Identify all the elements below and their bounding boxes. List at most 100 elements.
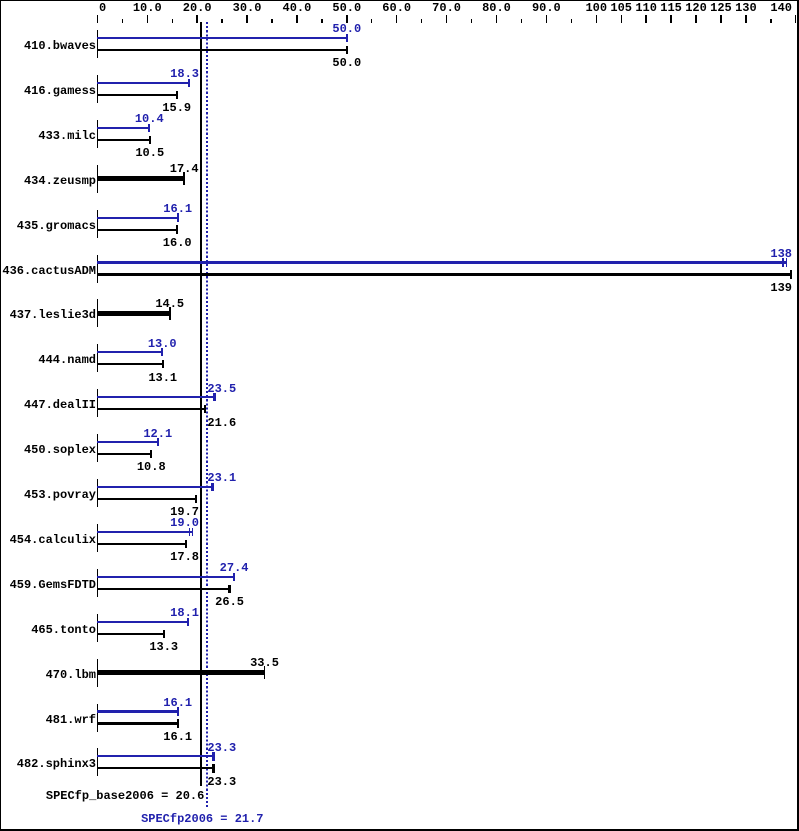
row-baseline-stub [96, 30, 99, 58]
base-value-label: 16.1 [163, 729, 193, 744]
row-baseline-stub [96, 119, 99, 148]
base-bar [96, 632, 164, 635]
peak-value-label: 23.1 [207, 471, 237, 486]
base-bar [96, 767, 214, 770]
peak-bar [96, 36, 347, 40]
base-value-label: 21.6 [207, 415, 237, 430]
axis-major-tick [445, 14, 448, 24]
base-bar-cap [176, 719, 179, 728]
row-baseline-stub [96, 344, 99, 373]
benchmark-label: 481.wrf [45, 712, 96, 727]
base-value-label: 10.8 [136, 460, 166, 475]
base-bar-cap [212, 764, 215, 773]
axis-minor-tick [271, 18, 273, 24]
base-bar [96, 93, 177, 96]
base-bar [96, 48, 347, 52]
benchmark-label: 410.bwaves [23, 39, 96, 53]
axis-major-tick [146, 14, 148, 24]
base-bar-cap [150, 449, 153, 459]
peak-bar-cap [232, 572, 236, 581]
benchmark-label: 465.tonto [31, 622, 96, 637]
axis-minor-tick [321, 18, 323, 24]
axis-major-tick [720, 14, 722, 24]
base-bar [96, 408, 206, 411]
base-value-label: 16.0 [162, 235, 192, 250]
peak-value-label: 23.3 [207, 740, 237, 755]
row-baseline-stub [96, 479, 99, 507]
peak-value-label: 138 [770, 246, 792, 261]
axis-tick-label: 50.0 [332, 1, 362, 16]
benchmark-label: 454.calculix [9, 532, 96, 547]
peak-bar-cap [156, 437, 159, 447]
benchmark-label: 453.povray [23, 488, 96, 502]
base-bar-cap [175, 90, 178, 100]
axis-tick-label: 60.0 [382, 1, 412, 16]
base-bar-cap [148, 135, 151, 144]
peak-bar [96, 126, 150, 129]
axis-minor-tick [570, 18, 572, 24]
axis-minor-tick [470, 18, 473, 24]
axis-major-tick [670, 14, 672, 24]
axis-tick-label: 10.0 [132, 1, 162, 16]
peak-bar [96, 575, 235, 578]
base-value-label: 23.3 [207, 774, 237, 789]
base-bar [96, 497, 196, 501]
axis-tick-label: 20.0 [182, 1, 212, 16]
peak-mean-line [205, 22, 208, 808]
mean-base-label: SPECfp_base2006 = 20.6 [45, 789, 205, 803]
axis-major-tick [196, 14, 198, 24]
base-bar [96, 670, 265, 675]
chart-border-right [797, 0, 799, 831]
axis-tick-label: 70.0 [432, 1, 461, 16]
base-bar-cap [204, 405, 207, 414]
benchmark-label: 436.cactusADM [2, 263, 96, 278]
peak-bar-cap [211, 482, 214, 492]
benchmark-label: 437.leslie3d [9, 308, 96, 323]
peak-value-label: 16.1 [163, 202, 193, 216]
peak-bar [96, 396, 215, 399]
base-value-label: 139 [770, 280, 792, 295]
row-baseline-stub [96, 74, 99, 103]
axis-minor-tick [221, 18, 223, 24]
axis-tick-label: 140 [770, 1, 792, 16]
peak-bar-cap [782, 258, 784, 267]
base-bar-cap [161, 360, 164, 369]
benchmark-label: 450.soplex [23, 443, 96, 458]
peak-bar [96, 710, 178, 713]
peak-bar [96, 261, 787, 264]
base-bar-cap [168, 306, 171, 321]
base-value-label: 13.3 [149, 640, 179, 654]
base-value-label: 10.5 [135, 146, 165, 161]
benchmark-label: 482.sphinx3 [16, 757, 96, 772]
axis-tick-label: 130 [735, 1, 757, 16]
row-baseline-stub [96, 748, 99, 777]
base-value-label: 50.0 [332, 56, 362, 71]
row-baseline-stub [96, 389, 99, 418]
axis-tick-label: 100 [585, 1, 608, 16]
peak-bar [96, 755, 214, 758]
peak-value-label: 18.1 [170, 606, 199, 621]
benchmark-label: 416.gamess [23, 83, 96, 98]
axis-tick-label: 30.0 [232, 1, 262, 16]
base-bar [96, 453, 152, 456]
row-baseline-stub [96, 254, 99, 283]
base-value-label: 26.5 [215, 595, 244, 610]
axis-tick-label: 105 [610, 1, 632, 16]
base-bar [96, 311, 170, 316]
axis-major-tick [96, 14, 99, 24]
base-bar-cap [183, 171, 185, 186]
benchmark-label: 470.lbm [45, 667, 96, 682]
axis-tick-label: 120 [685, 1, 707, 16]
axis-tick-label: 80.0 [482, 1, 511, 16]
peak-value-label: 23.5 [207, 381, 237, 396]
peak-bar-cap [213, 393, 216, 402]
base-bar [96, 363, 163, 366]
axis-major-tick [745, 14, 747, 24]
axis-tick-label: 40.0 [282, 1, 312, 16]
axis-major-tick [595, 14, 597, 24]
axis-major-tick [246, 14, 248, 24]
peak-value-label: 18.3 [170, 67, 199, 82]
axis-tick-label: 110 [635, 1, 657, 16]
row-baseline-stub [96, 209, 99, 238]
